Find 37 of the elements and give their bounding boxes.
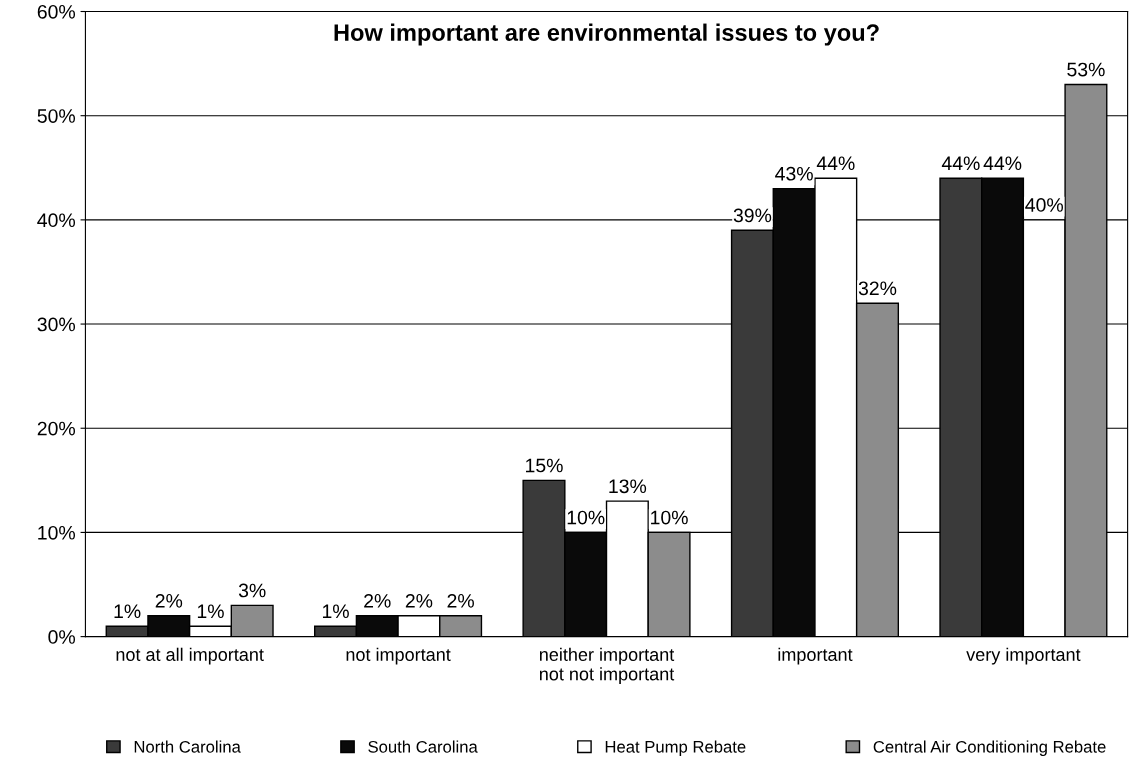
x-tick-label: very important [966, 647, 1081, 665]
data-label: 44% [816, 156, 855, 171]
y-tick-label: 40% [37, 213, 76, 228]
x-tick-label: important [778, 647, 853, 665]
y-tick-label: 30% [37, 317, 76, 332]
data-label: 1% [114, 604, 141, 619]
data-label: 13% [609, 479, 647, 494]
data-label: 10% [567, 510, 605, 525]
y-tick-label: 10% [38, 525, 76, 540]
data-label: 2% [447, 593, 474, 608]
chart-title: How important are environmental issues to you? [334, 23, 879, 46]
data-label: 40% [1025, 198, 1063, 212]
y-tick-label: 20% [37, 421, 76, 436]
x-tick-label: neither important not not important [539, 647, 675, 684]
data-label: 44% [983, 156, 1022, 171]
x-tick-label: not important [346, 647, 451, 665]
legend-label: Central Air Conditioning Rebate [873, 740, 1106, 757]
data-label: 3% [238, 583, 266, 598]
legend-label: North Carolina [134, 740, 241, 753]
data-label: 39% [733, 208, 772, 223]
data-label: 43% [775, 166, 813, 181]
y-tick-label: 60% [37, 4, 76, 19]
y-tick-label: 50% [37, 109, 76, 123]
data-label: 2% [364, 593, 391, 608]
data-label: 44% [941, 156, 980, 171]
y-tick-label: 0% [48, 630, 76, 644]
legend-label: Heat Pump Rebate [605, 740, 746, 757]
data-label: 2% [155, 593, 183, 608]
legend-label: South Carolina [368, 740, 478, 753]
data-label: 15% [526, 458, 563, 473]
data-label: 1% [197, 604, 224, 619]
data-label: 10% [651, 510, 688, 525]
x-tick-label: not at all important [116, 647, 264, 665]
data-label: 53% [1067, 62, 1105, 77]
data-label: 32% [858, 281, 897, 296]
data-label: 1% [322, 604, 349, 619]
data-label: 2% [405, 593, 433, 608]
